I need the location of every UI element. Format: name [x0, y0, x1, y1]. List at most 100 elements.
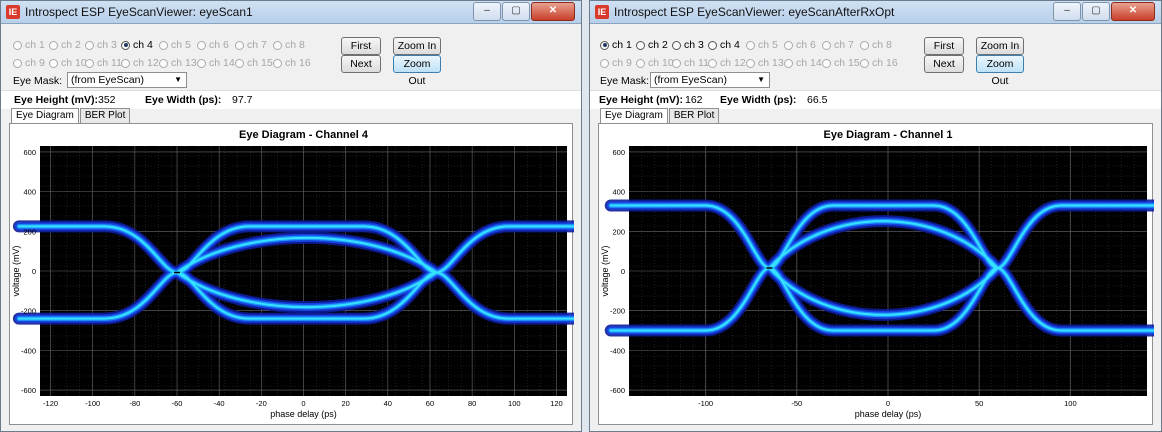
minimize-button[interactable]: – — [1053, 2, 1081, 21]
channel-radio-ch-15[interactable]: ch 15 — [235, 57, 273, 69]
eye-trace — [17, 225, 581, 320]
channel-radio-ch-15[interactable]: ch 15 — [822, 57, 860, 69]
channel-radio-ch-4[interactable]: ch 4 — [708, 39, 740, 51]
first-button[interactable]: First — [341, 37, 381, 55]
channel-label: ch 16 — [872, 57, 898, 69]
zoom-out-button[interactable]: Zoom Out — [976, 55, 1024, 87]
window-titlebar[interactable]: IE Introspect ESP EyeScanViewer: eyeScan… — [1, 1, 581, 24]
x-tick-label: 120 — [550, 399, 563, 408]
channel-label: ch 12 — [720, 57, 746, 69]
eye-metrics: Eye Height (mV): 162 Eye Width (ps): 66.… — [590, 90, 1161, 109]
eye-width-label: Eye Width (ps): — [720, 94, 797, 106]
tab-eye-diagram[interactable]: Eye Diagram — [11, 108, 79, 123]
channel-radio-ch-12[interactable]: ch 12 — [121, 57, 159, 69]
eye-mask-select[interactable]: (from EyeScan) ▼ — [67, 72, 187, 88]
x-tick-label: 50 — [975, 399, 983, 408]
channel-radio-ch-11[interactable]: ch 11 — [672, 57, 709, 69]
tab-eye-diagram[interactable]: Eye Diagram — [600, 108, 668, 123]
channel-label: ch 2 — [648, 39, 668, 51]
close-button[interactable]: ✕ — [531, 2, 575, 21]
channel-radio-ch-3[interactable]: ch 3 — [85, 39, 117, 51]
radio-icon — [235, 58, 244, 68]
channel-radio-ch-5[interactable]: ch 5 — [159, 39, 191, 51]
eye-trace-group — [604, 199, 1161, 337]
channel-label: ch 8 — [872, 39, 892, 51]
zoom-in-button[interactable]: Zoom In — [393, 37, 441, 55]
channel-label: ch 6 — [209, 39, 229, 51]
channel-label: ch 8 — [285, 39, 305, 51]
zoom-in-button[interactable]: Zoom In — [976, 37, 1024, 55]
window-titlebar[interactable]: IE Introspect ESP EyeScanViewer: eyeScan… — [590, 1, 1161, 24]
channel-radio-ch-13[interactable]: ch 13 — [746, 57, 784, 69]
channel-label: ch 4 — [720, 39, 740, 51]
tab-ber-plot[interactable]: BER Plot — [79, 108, 131, 123]
channel-radio-ch-2[interactable]: ch 2 — [636, 39, 668, 51]
radio-icon — [860, 40, 869, 50]
next-button[interactable]: Next — [924, 55, 964, 73]
channel-radio-ch-10[interactable]: ch 10 — [636, 57, 674, 69]
eye-trace-group — [12, 220, 581, 325]
y-tick-label: 600 — [612, 148, 625, 157]
channel-radio-ch-12[interactable]: ch 12 — [708, 57, 746, 69]
first-button[interactable]: First — [924, 37, 964, 55]
channel-radio-ch-8[interactable]: ch 8 — [273, 39, 305, 51]
channel-radio-ch-1[interactable]: ch 1 — [13, 39, 45, 51]
channel-label: ch 10 — [61, 57, 87, 69]
channel-radio-ch-1[interactable]: ch 1 — [600, 39, 632, 51]
channel-radio-ch-6[interactable]: ch 6 — [197, 39, 229, 51]
channel-label: ch 4 — [133, 39, 153, 51]
radio-icon — [600, 40, 609, 50]
channel-radio-ch-11[interactable]: ch 11 — [85, 57, 122, 69]
x-tick-label: -80 — [129, 399, 140, 408]
channel-radio-ch-14[interactable]: ch 14 — [784, 57, 822, 69]
eye-trace — [768, 267, 999, 316]
channel-radio-ch-16[interactable]: ch 16 — [860, 57, 898, 69]
channel-radio-ch-6[interactable]: ch 6 — [784, 39, 816, 51]
x-tick-label: 0 — [301, 399, 305, 408]
channel-label: ch 14 — [796, 57, 822, 69]
tab-ber-plot[interactable]: BER Plot — [668, 108, 720, 123]
channel-label: ch 13 — [758, 57, 784, 69]
eye-mask-select[interactable]: (from EyeScan) ▼ — [650, 72, 770, 88]
radio-icon — [273, 40, 282, 50]
channel-radio-ch-5[interactable]: ch 5 — [746, 39, 778, 51]
eyescan-window-1: IE Introspect ESP EyeScanViewer: eyeScan… — [0, 0, 582, 432]
x-axis-label: phase delay (ps) — [270, 409, 337, 419]
next-button[interactable]: Next — [341, 55, 381, 73]
channel-radio-ch-9[interactable]: ch 9 — [13, 57, 45, 69]
channel-radio-ch-8[interactable]: ch 8 — [860, 39, 892, 51]
maximize-button[interactable]: ▢ — [502, 2, 530, 21]
x-tick-label: -20 — [256, 399, 267, 408]
channel-label: ch 11 — [97, 57, 122, 69]
y-tick-label: 400 — [23, 188, 36, 197]
channel-radio-ch-2[interactable]: ch 2 — [49, 39, 81, 51]
x-tick-label: -100 — [698, 399, 713, 408]
channel-radio-ch-4[interactable]: ch 4 — [121, 39, 153, 51]
close-button[interactable]: ✕ — [1111, 2, 1155, 21]
channel-label: ch 7 — [247, 39, 267, 51]
channel-radio-ch-14[interactable]: ch 14 — [197, 57, 235, 69]
view-tabs: Eye Diagram BER Plot — [600, 108, 720, 123]
zoom-out-button[interactable]: Zoom Out — [393, 55, 441, 87]
chart-panel: Eye Diagram - Channel 1 -100 -50 0 50 100 600 4… — [598, 123, 1161, 425]
channel-radio-ch-10[interactable]: ch 10 — [49, 57, 87, 69]
eye-diagram-chart: Eye Diagram - Channel 4 -120 -100 -80 -60 -40… — [11, 129, 581, 419]
channel-radio-ch-7[interactable]: ch 7 — [822, 39, 854, 51]
channel-radio-ch-7[interactable]: ch 7 — [235, 39, 267, 51]
y-tick-label: 200 — [23, 227, 36, 236]
channel-radio-ch-9[interactable]: ch 9 — [600, 57, 632, 69]
x-tick-label: 60 — [426, 399, 434, 408]
eye-width-value: 66.5 — [807, 94, 828, 106]
channel-radio-ch-13[interactable]: ch 13 — [159, 57, 197, 69]
radio-icon — [708, 58, 717, 68]
radio-icon — [13, 58, 22, 68]
radio-icon — [672, 40, 681, 50]
minimize-button[interactable]: – — [473, 2, 501, 21]
chevron-down-icon: ▼ — [757, 75, 765, 84]
channel-radio-ch-3[interactable]: ch 3 — [672, 39, 704, 51]
y-tick-label: -600 — [21, 386, 36, 395]
channel-label: ch 16 — [285, 57, 311, 69]
channel-radio-ch-16[interactable]: ch 16 — [273, 57, 311, 69]
maximize-button[interactable]: ▢ — [1082, 2, 1110, 21]
channel-label: ch 5 — [758, 39, 778, 51]
